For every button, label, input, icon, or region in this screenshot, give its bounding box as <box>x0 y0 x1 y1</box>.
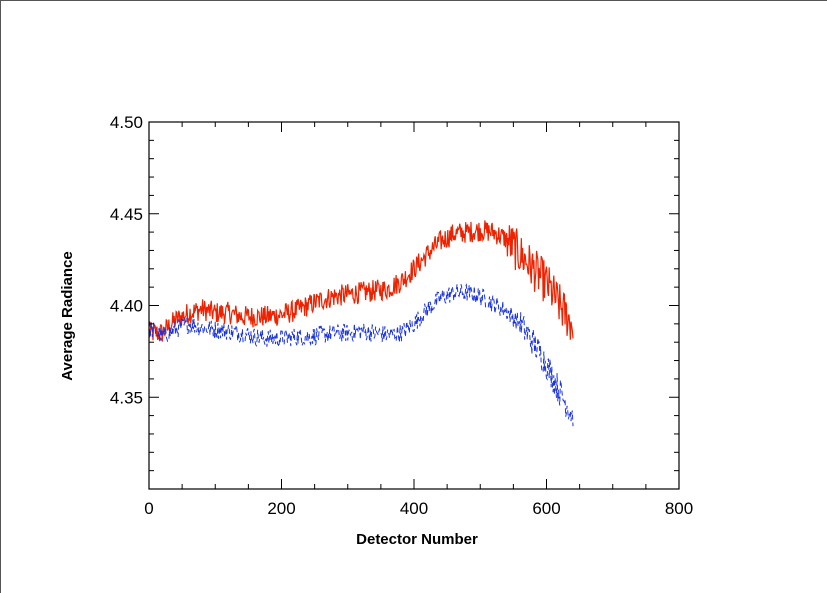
series-layer <box>148 220 574 427</box>
x-axis-title: Detector Number <box>356 531 478 548</box>
y-tick-label: 4.50 <box>110 113 143 132</box>
y-tick-label: 4.35 <box>110 388 143 407</box>
series-line-1 <box>148 220 574 342</box>
ticks-layer <box>148 121 680 490</box>
y-tick-label: 4.45 <box>110 205 143 224</box>
y-axis-title: Average Radiance <box>59 251 76 381</box>
x-tick-label: 800 <box>665 499 693 518</box>
y-tick-label: 4.40 <box>110 297 143 316</box>
x-tick-label: 0 <box>144 499 153 518</box>
series-line-2 <box>148 283 574 427</box>
tick-labels-layer: 0 200 400 600 800 4.35 4.40 4.45 4.50 <box>110 113 693 518</box>
x-tick-label: 600 <box>532 499 560 518</box>
x-tick-label: 200 <box>267 499 295 518</box>
x-tick-label: 400 <box>400 499 428 518</box>
